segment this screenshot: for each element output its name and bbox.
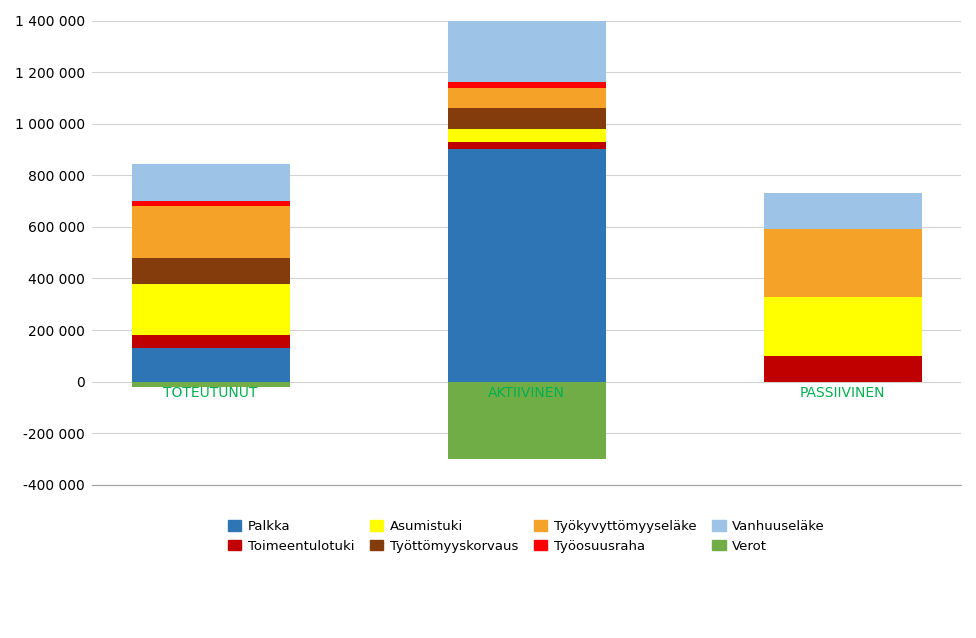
Bar bbox=[448, 382, 605, 459]
Bar bbox=[448, 108, 605, 129]
Bar bbox=[448, 87, 605, 108]
Bar bbox=[448, 82, 605, 87]
Bar bbox=[132, 348, 290, 382]
Bar bbox=[132, 206, 290, 258]
Bar bbox=[132, 284, 290, 335]
Bar bbox=[132, 382, 290, 387]
Bar bbox=[763, 356, 921, 382]
Bar bbox=[448, 142, 605, 149]
Text: AKTIIVINEN: AKTIIVINEN bbox=[488, 385, 565, 399]
Text: PASSIIVINEN: PASSIIVINEN bbox=[799, 385, 885, 399]
Bar bbox=[448, 129, 605, 142]
Bar bbox=[763, 193, 921, 230]
Bar bbox=[763, 297, 921, 356]
Bar bbox=[132, 258, 290, 284]
Bar bbox=[448, 20, 605, 82]
Bar bbox=[763, 230, 921, 297]
Bar bbox=[448, 149, 605, 382]
Bar bbox=[132, 335, 290, 348]
Bar bbox=[132, 201, 290, 206]
Legend: Palkka, Toimeentulotuki, Asumistuki, Työttömyyskorvaus, Työkyvyttömyyseläke, Työ: Palkka, Toimeentulotuki, Asumistuki, Työ… bbox=[223, 515, 831, 558]
Text: TOTEUTUNUT: TOTEUTUNUT bbox=[163, 385, 258, 399]
Bar bbox=[132, 164, 290, 201]
